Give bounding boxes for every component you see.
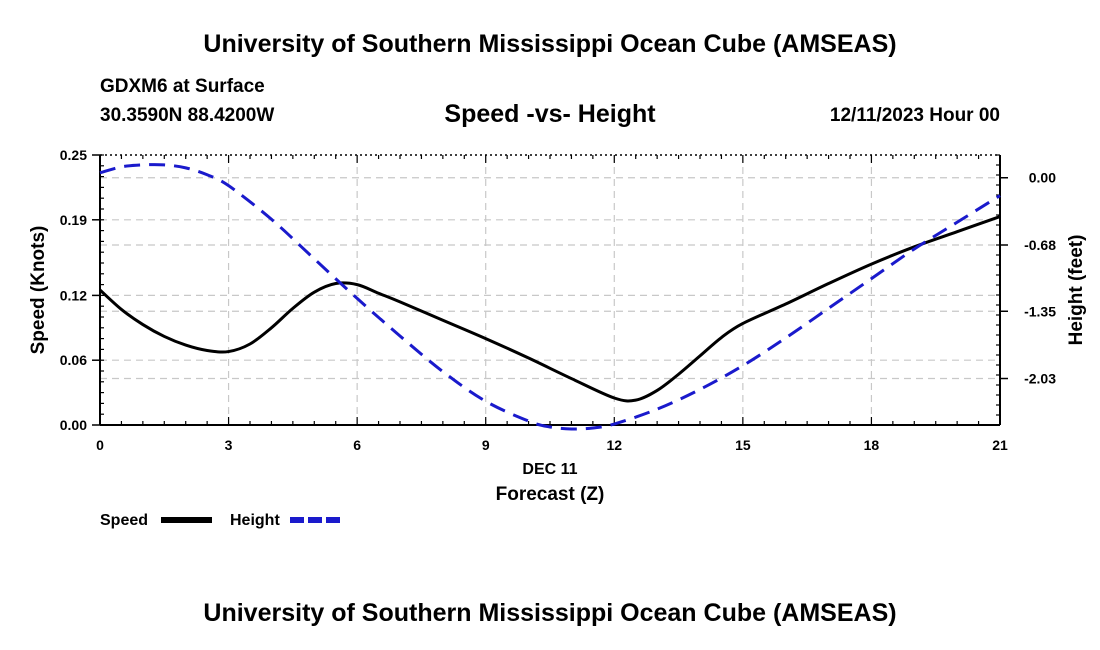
y-tick-label-left: 0.12: [60, 287, 87, 303]
y-tick-label-right: 0.00: [1029, 170, 1056, 186]
x-tick-label: 15: [735, 437, 751, 453]
station-label: GDXM6 at Surface: [100, 76, 265, 97]
series-line-speed: [98, 215, 1001, 403]
x-tick-label: 3: [225, 437, 233, 453]
chart-title-bottom: University of Southern Mississippi Ocean…: [203, 599, 897, 627]
y-tick-label-right: -1.35: [1024, 303, 1056, 319]
x-tick-label: 18: [864, 437, 880, 453]
coordinates-label: 30.3590N 88.4200W: [100, 105, 275, 126]
x-tick-label: 0: [96, 437, 104, 453]
y-tick-label-left: 0.19: [60, 212, 87, 228]
y-tick-label-left: 0.00: [60, 417, 87, 433]
y-tick-label-right: -2.03: [1024, 371, 1056, 387]
y-axis-title-right: Height (feet): [1066, 235, 1087, 346]
legend-label-height: Height: [230, 512, 280, 529]
legend-label-speed: Speed: [100, 512, 148, 529]
y-tick-label-left: 0.06: [60, 352, 87, 368]
x-tick-label: 6: [353, 437, 361, 453]
x-tick-label: 9: [482, 437, 490, 453]
x-tick-label: 21: [992, 437, 1008, 453]
x-axis-date-label: DEC 11: [522, 461, 577, 478]
y-tick-label-left: 0.25: [60, 147, 87, 163]
chart-title-top: University of Southern Mississippi Ocean…: [203, 30, 897, 58]
x-tick-label: 12: [606, 437, 622, 453]
y-tick-label-right: -0.68: [1024, 237, 1056, 253]
x-axis-title: Forecast (Z): [496, 484, 605, 505]
y-axis-title-left: Speed (Knots): [28, 226, 49, 355]
series-line-height: [99, 163, 1001, 431]
chart-subtitle: Speed -vs- Height: [444, 100, 656, 128]
forecast-datetime: 12/11/2023 Hour 00: [829, 105, 1000, 126]
